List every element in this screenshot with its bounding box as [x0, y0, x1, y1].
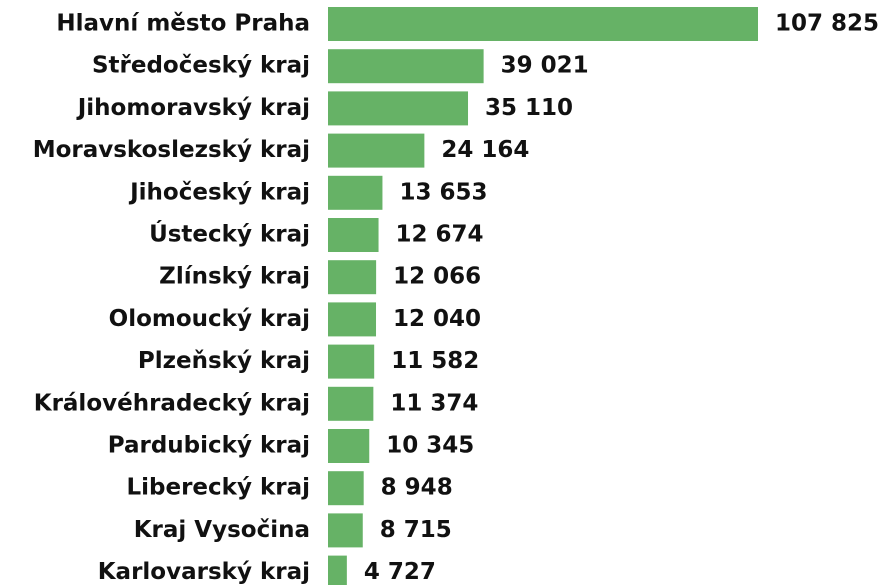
value-label: 12 040 — [393, 306, 481, 332]
bar — [328, 7, 758, 41]
value-label: 12 066 — [393, 264, 481, 290]
bar — [328, 471, 364, 506]
category-label: Moravskoslezský kraj — [33, 137, 310, 163]
category-label: Olomoucký kraj — [109, 306, 310, 332]
bar — [328, 91, 469, 126]
value-label: 24 164 — [441, 137, 529, 163]
value-label: 11 582 — [391, 348, 479, 374]
value-label: 4 727 — [364, 559, 436, 585]
value-label: 39 021 — [501, 53, 589, 79]
bar — [328, 260, 377, 295]
category-label: Hlavní město Praha — [56, 11, 310, 37]
bar — [328, 175, 383, 210]
category-label: Karlovarský kraj — [98, 559, 310, 585]
category-label: Liberecký kraj — [126, 475, 310, 501]
category-label: Pardubický kraj — [108, 433, 310, 459]
value-label: 8 715 — [380, 517, 452, 543]
bar — [328, 218, 379, 252]
bar — [328, 386, 374, 421]
bar — [328, 344, 375, 379]
category-label: Kraj Vysočina — [134, 517, 310, 543]
category-label: Středočeský kraj — [92, 53, 310, 79]
category-label: Královéhradecký kraj — [34, 390, 310, 416]
value-label: 13 653 — [399, 179, 487, 205]
category-label: Plzeňský kraj — [138, 348, 310, 374]
category-label: Ústecký kraj — [149, 220, 310, 248]
value-label: 35 110 — [485, 95, 573, 121]
value-label: 107 825 — [775, 11, 879, 37]
bar — [328, 133, 425, 168]
category-label: Jihočeský kraj — [128, 179, 310, 205]
bar — [328, 302, 377, 337]
bar — [328, 49, 484, 84]
category-label: Zlínský kraj — [159, 264, 310, 290]
value-label: 10 345 — [386, 433, 474, 459]
value-label: 8 948 — [381, 475, 453, 501]
value-label: 11 374 — [390, 390, 478, 416]
bar — [328, 429, 370, 463]
bar — [328, 513, 363, 548]
category-label: Jihomoravský kraj — [76, 95, 310, 121]
value-label: 12 674 — [396, 222, 484, 248]
bar — [328, 555, 347, 585]
